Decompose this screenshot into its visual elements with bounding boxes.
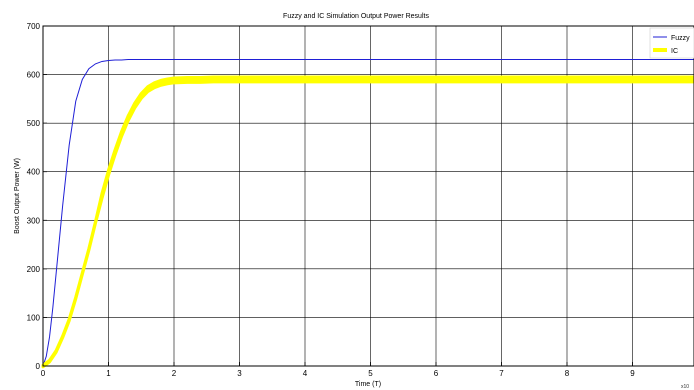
series-layer [41, 59, 694, 369]
legend: Fuzzy IC [649, 27, 694, 59]
series-ic-band [41, 75, 694, 369]
y-tick-label: 0 [36, 362, 41, 371]
x-axis-exponent-note: x10 [681, 384, 689, 390]
legend-ic-label: IC [671, 48, 678, 55]
y-tick-label: 200 [27, 265, 41, 274]
y-tick-label: 500 [27, 119, 41, 128]
legend-box [649, 27, 694, 59]
x-tick-label: 9 [630, 369, 635, 378]
x-tick-label: 7 [499, 369, 504, 378]
x-tick-label: 1 [106, 369, 111, 378]
y-axis-label: Boost Output Power (W) [14, 158, 21, 234]
x-tick-label: 0 [41, 369, 46, 378]
y-tick-label: 100 [27, 313, 41, 322]
x-tick-label: 5 [368, 369, 373, 378]
legend-fuzzy-label: Fuzzy [671, 35, 690, 42]
y-tick-label: 400 [27, 168, 41, 177]
series-fuzzy-line [42, 59, 694, 367]
plot-frame [42, 25, 694, 367]
x-tick-label: 2 [172, 369, 177, 378]
chart-title: Fuzzy and IC Simulation Output Power Res… [283, 13, 429, 20]
x-tick-label: 3 [237, 369, 242, 378]
x-tick-label: 6 [434, 369, 439, 378]
x-tick-label: 8 [565, 369, 570, 378]
x-tick-label: 4 [303, 369, 308, 378]
x-axis-label: Time (T) [355, 381, 381, 388]
y-tick-label: 700 [27, 22, 41, 31]
y-tick-label: 300 [27, 216, 41, 225]
y-tick-label: 600 [27, 71, 41, 80]
axis-ticks: 0 1 2 3 4 5 6 7 8 9 0 100 200 300 400 500 600 700 [27, 22, 694, 378]
